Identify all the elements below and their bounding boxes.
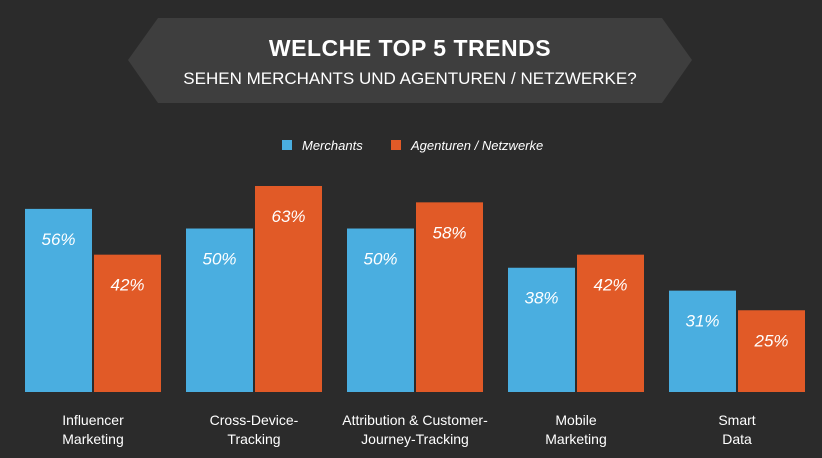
category-labels: Influencer Marketing Cross-Device- Tracking… <box>62 412 756 447</box>
data-label-merchants-3: 38% <box>524 289 558 308</box>
category-label-3-line-0: Mobile <box>555 412 596 428</box>
data-label-merchants-0: 56% <box>41 230 75 249</box>
data-label-agenturen-3: 42% <box>593 276 627 295</box>
chart-subtitle: SEHEN MERCHANTS UND AGENTUREN / NETZWERK… <box>183 69 636 88</box>
bar-group: 56% 42% 50% 63% 50% 58% 38% 42% 31% 25% <box>25 186 805 392</box>
category-label-2-line-1: Journey-Tracking <box>361 431 469 447</box>
data-label-agenturen-0: 42% <box>110 276 144 295</box>
bar-agenturen-4 <box>738 310 805 392</box>
legend-label-agenturen: Agenturen / Netzwerke <box>410 138 543 153</box>
legend-swatch-agenturen <box>391 140 401 150</box>
legend-swatch-merchants <box>282 140 292 150</box>
category-label-4-line-1: Data <box>722 431 752 447</box>
category-label-1-line-0: Cross-Device- <box>210 412 299 428</box>
bar-agenturen-3 <box>577 254 644 392</box>
category-label-1-line-1: Tracking <box>227 431 280 447</box>
data-label-agenturen-1: 63% <box>271 207 305 226</box>
bar-merchants-3 <box>508 267 575 392</box>
bar-merchants-1 <box>186 228 253 392</box>
bar-agenturen-0 <box>94 254 161 392</box>
bar-merchants-4 <box>669 290 736 392</box>
title-banner <box>128 18 692 103</box>
data-label-agenturen-2: 58% <box>432 223 466 242</box>
legend: Merchants Agenturen / Netzwerke <box>282 138 543 153</box>
data-label-merchants-4: 31% <box>685 312 719 331</box>
data-label-merchants-1: 50% <box>202 250 236 269</box>
category-label-3-line-1: Marketing <box>545 431 606 447</box>
category-label-2-line-0: Attribution & Customer- <box>342 412 488 428</box>
legend-label-merchants: Merchants <box>302 138 363 153</box>
data-label-merchants-2: 50% <box>363 250 397 269</box>
bar-merchants-0 <box>25 208 92 392</box>
category-label-0-line-0: Influencer <box>62 412 124 428</box>
chart-title: WELCHE TOP 5 TRENDS <box>269 35 551 61</box>
bar-agenturen-2 <box>416 202 483 392</box>
category-label-4-line-0: Smart <box>718 412 755 428</box>
category-label-0-line-1: Marketing <box>62 431 123 447</box>
data-label-agenturen-4: 25% <box>753 331 788 350</box>
bar-agenturen-1 <box>255 186 322 392</box>
bar-merchants-2 <box>347 228 414 392</box>
